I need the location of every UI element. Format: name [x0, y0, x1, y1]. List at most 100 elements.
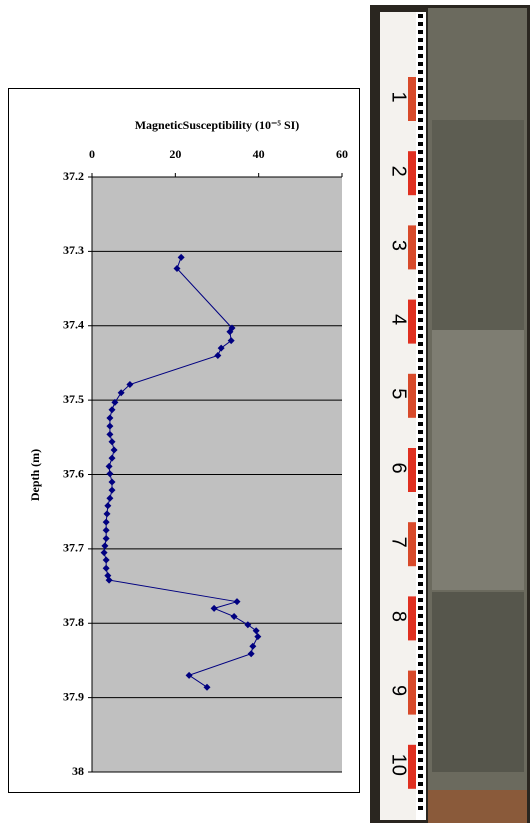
ruler-dash: [418, 742, 423, 746]
ruler-dash: [418, 750, 423, 754]
ruler-label: 7: [388, 537, 410, 548]
ruler-label: 4: [388, 314, 410, 325]
ruler-dash: [418, 310, 423, 314]
ruler-dash: [418, 390, 423, 394]
x-tick-label: 20: [169, 147, 181, 161]
page: MagneticSusceptibility (10⁻⁵ SI) Depth (…: [0, 0, 530, 823]
y-axis-label: Depth (m): [28, 449, 42, 501]
ruler-dash: [418, 302, 423, 306]
ruler-dash: [418, 614, 423, 618]
y-tick-label: 37.3: [63, 243, 84, 257]
ruler-dash: [418, 278, 423, 282]
ruler-dash: [418, 326, 423, 330]
core-photo: 12345678910: [370, 5, 530, 823]
ruler-dash: [418, 718, 423, 722]
ruler-dash: [418, 566, 423, 570]
ruler-dash: [418, 758, 423, 762]
ruler-dash: [418, 526, 423, 530]
ruler-dash: [418, 582, 423, 586]
ruler-dash: [418, 430, 423, 434]
ruler-dash: [418, 734, 423, 738]
ruler-dash: [418, 518, 423, 522]
ruler-dash: [418, 702, 423, 706]
y-tick-label: 37.5: [63, 392, 84, 406]
ruler-dash: [418, 190, 423, 194]
ruler-dash: [418, 102, 423, 106]
y-tick-label: 37.7: [63, 541, 84, 555]
ruler-dash: [418, 358, 423, 362]
ruler-dash: [418, 206, 423, 210]
ruler-dash: [418, 350, 423, 354]
ruler-dash: [418, 446, 423, 450]
ruler-label: 10: [388, 754, 410, 776]
ruler-dash: [418, 254, 423, 258]
ruler-dash: [418, 406, 423, 410]
ruler-dash: [418, 246, 423, 250]
ruler-label: 3: [388, 240, 410, 251]
ruler-dash: [418, 382, 423, 386]
ruler-dash: [418, 766, 423, 770]
ruler-dash: [418, 366, 423, 370]
ruler-dash: [418, 150, 423, 154]
ruler-label: 5: [388, 388, 410, 399]
ruler-dash: [418, 670, 423, 674]
ruler-dash: [418, 710, 423, 714]
ruler-dash: [418, 134, 423, 138]
ruler-dash: [418, 14, 423, 18]
ruler-dash: [418, 182, 423, 186]
ruler-dash: [418, 438, 423, 442]
ruler-dash: [418, 94, 423, 98]
ruler-dash: [418, 686, 423, 690]
ruler-dash: [418, 54, 423, 58]
ruler-dash: [418, 462, 423, 466]
y-tick-label: 37.6: [63, 466, 84, 480]
ruler-dash: [418, 142, 423, 146]
ruler-dash: [418, 398, 423, 402]
y-tick-label: 37.9: [63, 689, 84, 703]
ruler-dash: [418, 662, 423, 666]
ruler-dash: [418, 638, 423, 642]
ruler-label: 6: [388, 462, 410, 473]
ruler-dash: [418, 198, 423, 202]
ruler-dash: [418, 774, 423, 778]
ruler-label: 8: [388, 611, 410, 622]
ruler-dash: [418, 494, 423, 498]
ruler-dash: [418, 110, 423, 114]
ruler-dash: [418, 238, 423, 242]
ruler-dash: [418, 630, 423, 634]
ruler-dash: [418, 126, 423, 130]
ruler-dash: [418, 510, 423, 514]
ruler-dash: [418, 166, 423, 170]
ruler-dash: [418, 550, 423, 554]
ruler-dash: [418, 654, 423, 658]
ruler-dash: [418, 158, 423, 162]
ruler-dash: [418, 422, 423, 426]
ruler-dash: [418, 78, 423, 82]
y-tick-label: 38: [72, 764, 84, 778]
y-tick-label: 37.2: [63, 169, 84, 183]
ruler-dash: [418, 118, 423, 122]
ruler-dash: [418, 478, 423, 482]
ruler-dash: [418, 318, 423, 322]
ruler-dash: [418, 70, 423, 74]
ruler-dash: [418, 38, 423, 42]
ruler-dash: [418, 342, 423, 346]
ruler-dash: [418, 590, 423, 594]
ruler-dash: [418, 622, 423, 626]
ruler-dash: [418, 214, 423, 218]
ruler-dash: [418, 798, 423, 802]
ruler-dash: [418, 86, 423, 90]
ruler-dash: [418, 558, 423, 562]
ruler-dash: [418, 46, 423, 50]
ruler-dash: [418, 334, 423, 338]
x-tick-label: 60: [336, 147, 348, 161]
y-tick-label: 37.8: [63, 615, 84, 629]
ruler-dash: [418, 502, 423, 506]
ruler-dash: [418, 294, 423, 298]
ruler-dash: [418, 62, 423, 66]
ruler-dash: [418, 486, 423, 490]
ruler-dash: [418, 262, 423, 266]
ruler-dash: [418, 542, 423, 546]
ruler-dash: [418, 606, 423, 610]
ruler-dash: [418, 806, 423, 810]
